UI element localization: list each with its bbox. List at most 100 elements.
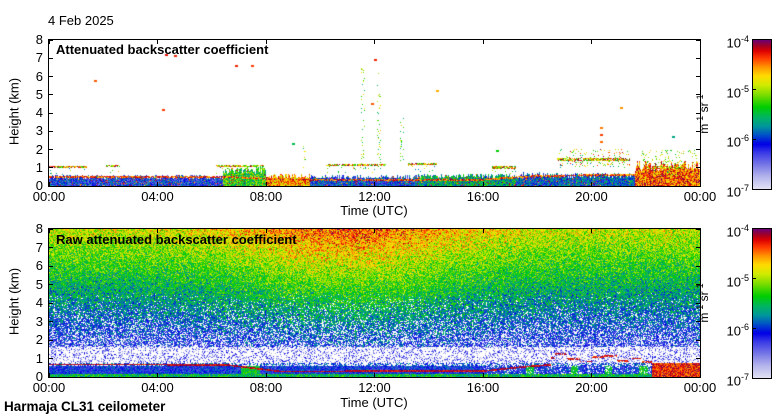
x-tick-mark — [265, 373, 267, 377]
y-tick-label: 3 — [35, 313, 43, 329]
y-tick-mark — [49, 76, 53, 77]
y-tick-mark — [696, 149, 700, 150]
x-tick-mark — [374, 229, 375, 233]
colorbar-top — [752, 39, 772, 190]
x-tick-mark — [591, 40, 592, 44]
y-tick-mark — [696, 130, 700, 132]
y-tick-mark — [696, 112, 700, 114]
panel-title-raw: Raw attenuated backscatter coefficient — [56, 232, 297, 247]
attenuated-backscatter-panel — [48, 39, 701, 187]
y-tick-mark — [696, 302, 700, 304]
y-tick-mark — [696, 321, 700, 322]
y-tick-label: 2 — [35, 332, 43, 347]
x-tick-label: 04:00 — [141, 189, 174, 204]
date-label: 4 Feb 2025 — [48, 13, 114, 28]
y-tick-mark — [49, 130, 53, 132]
raw-backscatter-heatmap — [49, 229, 700, 377]
y-tick-mark — [49, 339, 53, 341]
x-tick-mark — [699, 40, 701, 44]
x-tick-mark — [482, 373, 484, 377]
x-tick-mark — [48, 229, 50, 233]
x-tick-mark — [591, 229, 592, 233]
y-tick-mark — [696, 376, 700, 378]
x-tick-mark — [699, 182, 701, 186]
x-tick-mark — [157, 373, 158, 377]
x-tick-label: 04:00 — [141, 380, 174, 395]
attenuated-backscatter-heatmap — [49, 40, 700, 186]
y-tick-label: 7 — [35, 50, 43, 66]
colorbar-tick-label: 10-4 — [726, 223, 749, 240]
colorbar-bottom-gradient — [753, 229, 771, 378]
y-tick-mark — [49, 112, 53, 114]
y-tick-mark — [49, 57, 53, 59]
y-tick-mark — [49, 284, 53, 285]
x-tick-mark — [157, 229, 158, 233]
x-tick-label: 08:00 — [249, 189, 283, 204]
x-tick-mark — [699, 373, 701, 377]
y-tick-label: 4 — [35, 105, 43, 120]
colorbar-tick-label: 10-7 — [726, 183, 749, 200]
x-tick-label: 00:00 — [683, 380, 717, 395]
y-tick-mark — [49, 265, 53, 267]
y-tick-mark — [49, 167, 53, 169]
x-tick-label: 08:00 — [249, 380, 283, 395]
x-tick-mark — [157, 40, 158, 44]
x-tick-mark — [482, 40, 484, 44]
y-tick-label: 0 — [35, 178, 43, 193]
x-tick-mark — [591, 373, 592, 377]
x-tick-mark — [482, 182, 484, 186]
y-tick-mark — [696, 284, 700, 285]
x-tick-mark — [48, 40, 50, 44]
y-tick-mark — [49, 358, 53, 359]
y-tick-label: 3 — [35, 123, 43, 139]
y-tick-mark — [49, 94, 53, 96]
x-tick-mark — [157, 182, 158, 186]
colorbar-unit-top: m-1 sr-1 — [695, 94, 711, 134]
x-tick-label: 00:00 — [683, 189, 717, 204]
x-tick-mark — [265, 40, 267, 44]
y-tick-mark — [696, 39, 700, 41]
colorbar-tick-mark — [753, 89, 756, 91]
y-tick-label: 5 — [35, 276, 43, 292]
x-tick-mark — [374, 373, 375, 377]
x-tick-label: 16:00 — [466, 189, 500, 204]
x-tick-mark — [48, 373, 50, 377]
y-tick-mark — [696, 167, 700, 169]
colorbar-tick-label: 10-7 — [726, 372, 749, 389]
x-tick-label: 20:00 — [575, 189, 608, 204]
x-tick-mark — [265, 229, 267, 233]
y-tick-mark — [49, 302, 53, 304]
x-tick-mark — [591, 182, 592, 186]
colorbar-tick-label: 10-6 — [726, 322, 749, 339]
y-tick-mark — [696, 57, 700, 59]
y-tick-label: 6 — [35, 68, 43, 84]
y-tick-label: 1 — [35, 350, 43, 366]
colorbar-bottom — [752, 228, 772, 379]
y-tick-mark — [696, 76, 700, 77]
y-tick-mark — [49, 39, 53, 41]
x-tick-label: 20:00 — [575, 380, 608, 395]
raw-backscatter-panel — [48, 228, 701, 378]
colorbar-tick-label: 10-4 — [726, 34, 749, 51]
x-tick-mark — [482, 229, 484, 233]
x-tick-label: 16:00 — [466, 380, 500, 395]
colorbar-top-gradient — [753, 40, 771, 189]
colorbar-tick-label: 10-5 — [726, 83, 749, 100]
x-tick-label: 12:00 — [358, 380, 391, 395]
x-axis-label-top: Time (UTC) — [340, 203, 408, 218]
x-axis-label-bottom: Time (UTC) — [340, 395, 408, 410]
x-tick-label: 00:00 — [32, 380, 66, 395]
y-tick-mark — [696, 228, 700, 230]
colorbar-tick-label: 10-6 — [726, 133, 749, 150]
y-tick-mark — [49, 321, 53, 322]
x-tick-mark — [265, 182, 267, 186]
y-tick-label: 6 — [35, 258, 43, 273]
y-tick-label: 1 — [35, 159, 43, 175]
y-tick-mark — [696, 265, 700, 267]
x-tick-mark — [374, 182, 375, 186]
x-tick-mark — [699, 229, 701, 233]
y-tick-label: 8 — [35, 32, 43, 47]
y-tick-mark — [696, 358, 700, 359]
y-tick-label: 5 — [35, 86, 43, 102]
